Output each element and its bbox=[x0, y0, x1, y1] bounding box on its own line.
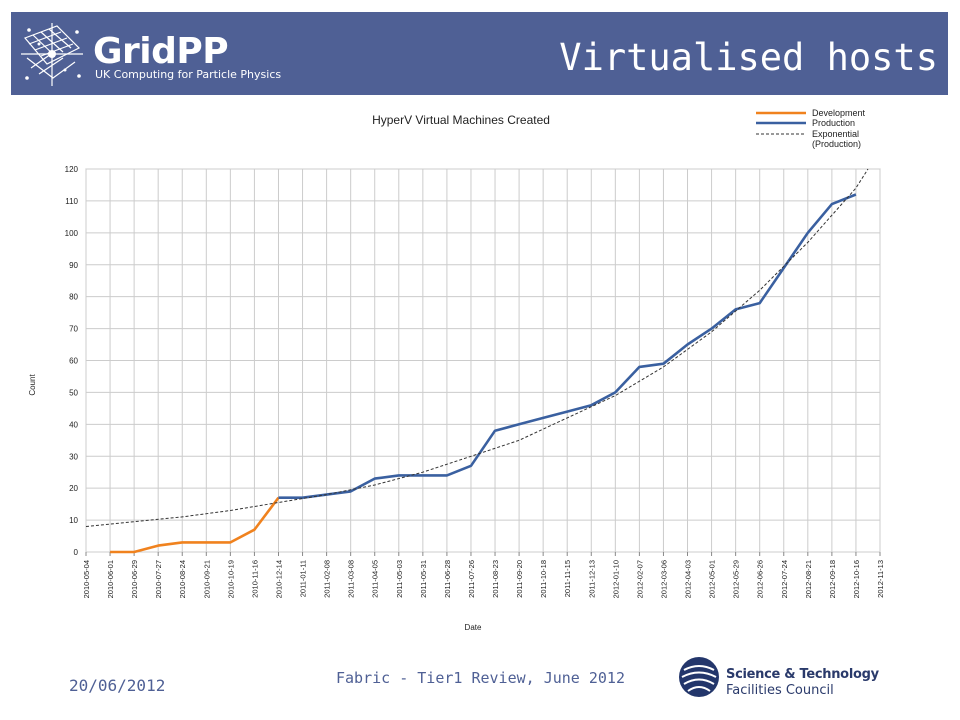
series-line-development bbox=[110, 496, 280, 554]
y-tick-label: 50 bbox=[69, 388, 78, 397]
x-tick-label: 2011-01-11 bbox=[299, 560, 308, 597]
x-tick-label: 2011-12-13 bbox=[587, 560, 596, 598]
org-name-line2: Facilities Council bbox=[726, 683, 834, 698]
x-tick-label: 2011-04-05 bbox=[371, 560, 380, 598]
gridpp-grid-logo-icon bbox=[21, 23, 83, 86]
plot-area: 0 10 20 30 40 50 60 70 80 90 100 110 120 2010-05-04 20… bbox=[65, 165, 885, 598]
x-tick-label: 2012-07-24 bbox=[780, 560, 789, 598]
x-tick-label: 2010-07-27 bbox=[154, 560, 163, 598]
x-tick-label: 2012-11-13 bbox=[876, 560, 885, 598]
y-axis-label: Count bbox=[28, 374, 37, 396]
x-axis-label: Date bbox=[465, 623, 482, 632]
y-tick-label: 80 bbox=[69, 293, 78, 302]
x-tick-label: 2011-06-28 bbox=[443, 560, 452, 598]
x-tick-label: 2010-10-19 bbox=[226, 560, 235, 598]
x-tick-label: 2012-08-21 bbox=[804, 560, 813, 598]
y-tick-label: 0 bbox=[74, 548, 79, 557]
x-tick-label: 2010-08-24 bbox=[178, 560, 187, 598]
x-tick-label: 2012-05-01 bbox=[708, 560, 717, 598]
x-tick-label: 2012-03-06 bbox=[659, 560, 668, 598]
slide-header: GridPP UK Computing for Particle Physics… bbox=[11, 12, 948, 95]
org-name-line1: Science & Technology bbox=[726, 667, 879, 682]
x-tick-label: 2011-08-23 bbox=[491, 560, 500, 598]
stfc-logo-icon bbox=[679, 657, 719, 697]
logo-name: GridPP bbox=[93, 31, 229, 72]
x-tick-label: 2012-02-07 bbox=[635, 560, 644, 598]
x-tick-label: 2011-10-18 bbox=[539, 560, 548, 598]
y-tick-label: 30 bbox=[69, 452, 78, 461]
x-tick-label: 2010-06-01 bbox=[106, 560, 115, 598]
line-chart: HyperV Virtual Machines Created 0 10 20 30 4… bbox=[28, 108, 885, 632]
y-tick-label: 40 bbox=[69, 420, 78, 429]
x-tick-label: 2011-11-15 bbox=[563, 560, 572, 597]
x-tick-label: 2011-05-03 bbox=[395, 560, 404, 598]
x-tick-label: 2010-06-29 bbox=[130, 560, 139, 598]
y-tick-label: 10 bbox=[69, 516, 78, 525]
x-tick-label: 2010-12-14 bbox=[274, 560, 283, 598]
legend-label: Production bbox=[812, 118, 855, 128]
y-tick-label: 20 bbox=[69, 484, 78, 493]
x-tick-label: 2011-05-31 bbox=[419, 560, 428, 598]
slide-title: Virtualised hosts bbox=[559, 36, 938, 79]
legend-label: Exponential (Production) bbox=[812, 129, 861, 149]
chart-title: HyperV Virtual Machines Created bbox=[372, 113, 550, 127]
x-tick-label: 2012-05-29 bbox=[732, 560, 741, 598]
x-tick-label: 2012-09-18 bbox=[828, 560, 837, 598]
logo-tagline: UK Computing for Particle Physics bbox=[95, 68, 282, 81]
legend-label: Development bbox=[812, 108, 866, 118]
x-tick-label: 2012-06-26 bbox=[756, 560, 765, 598]
x-tick-label: 2010-05-04 bbox=[82, 560, 91, 598]
x-tick-label: 2011-03-08 bbox=[347, 560, 356, 598]
y-tick-label: 120 bbox=[65, 165, 79, 174]
y-tick-label: 110 bbox=[65, 197, 78, 206]
x-tick-label: 2011-02-08 bbox=[323, 560, 332, 598]
x-tick-label: 2012-01-10 bbox=[611, 560, 620, 598]
x-tick-label: 2011-07-26 bbox=[467, 560, 476, 598]
y-tick-label: 60 bbox=[69, 357, 78, 366]
footer-date: 20/06/2012 bbox=[69, 676, 166, 695]
series-line-production bbox=[278, 193, 857, 500]
x-tick-label: 2012-10-16 bbox=[852, 560, 861, 598]
footer-caption: Fabric - Tier1 Review, June 2012 bbox=[336, 669, 625, 687]
y-tick-label: 90 bbox=[69, 261, 78, 270]
x-tick-label: 2011-09-20 bbox=[515, 560, 524, 598]
y-tick-label: 70 bbox=[69, 325, 78, 334]
x-tick-label: 2012-04-03 bbox=[684, 560, 693, 598]
x-tick-label: 2010-11-16 bbox=[250, 560, 259, 598]
series-line-exponential-production bbox=[85, 168, 869, 527]
x-tick-label: 2010-09-21 bbox=[202, 560, 211, 598]
y-tick-label: 100 bbox=[65, 229, 79, 238]
